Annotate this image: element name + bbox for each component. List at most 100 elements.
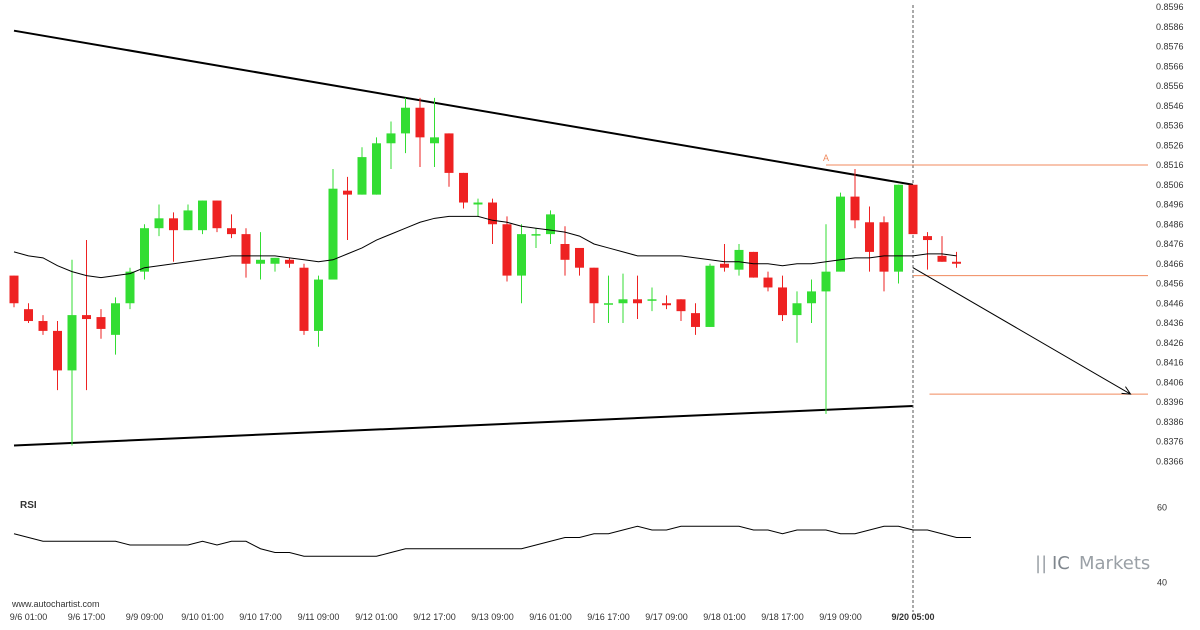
- candle-body: [357, 157, 367, 195]
- candle: [111, 297, 120, 355]
- time-tick-label: 9/11 09:00: [298, 612, 340, 622]
- candle: [430, 97, 439, 167]
- candle-body: [38, 321, 48, 331]
- forecast-arrow-head: [1121, 386, 1132, 395]
- price-tick-label: 0.8476: [1156, 239, 1184, 249]
- candle: [618, 273, 628, 323]
- candle-body: [227, 228, 236, 235]
- candle-body: [430, 137, 439, 144]
- candle: [589, 267, 599, 323]
- candle: [937, 236, 947, 262]
- price-tick-label: 0.8526: [1156, 140, 1184, 150]
- candle: [749, 251, 758, 278]
- price-tick-label: 0.8456: [1156, 279, 1184, 289]
- candle-body: [444, 133, 454, 173]
- candle: [299, 263, 309, 335]
- price-tick-label: 0.8416: [1156, 358, 1184, 368]
- time-axis: 9/6 01:00 9/6 17:00 9/9 09:00 9/10 01:00 9/1…: [10, 612, 935, 622]
- candles: [9, 97, 961, 446]
- rsi-title: RSI: [20, 500, 37, 511]
- candle: [140, 224, 149, 280]
- candle-body: [531, 234, 541, 236]
- price-tick-label: 0.8436: [1156, 318, 1184, 328]
- pattern-overlay: [13, 5, 914, 612]
- price-tick-label: 0.8496: [1156, 200, 1184, 210]
- candle-body: [285, 259, 294, 264]
- candle-body: [647, 299, 657, 301]
- candle-body: [589, 267, 599, 304]
- price-tick-label: 0.8426: [1156, 338, 1184, 348]
- price-axis: 0.8596 0.8586 0.8576 0.8566 0.8556 0.8546 0.85…: [1156, 2, 1184, 466]
- candle-body: [314, 279, 323, 331]
- watermark-logo-mark: ||: [1035, 553, 1047, 574]
- candle-body: [96, 317, 106, 329]
- time-tick-label: 9/10 17:00: [239, 612, 282, 622]
- candle-body: [212, 200, 222, 229]
- candle: [285, 257, 294, 268]
- candle-body: [24, 309, 33, 322]
- ma-line: [13, 215, 957, 279]
- candle: [647, 287, 657, 312]
- candle: [9, 275, 19, 308]
- candle-body: [836, 196, 845, 272]
- time-tick-label: 9/6 17:00: [68, 612, 106, 622]
- time-tick-label: 9/9 09:00: [126, 612, 164, 622]
- candle-body: [763, 277, 773, 288]
- price-tick-label: 0.8586: [1156, 22, 1184, 32]
- candle-body: [879, 222, 889, 272]
- forecast-arrow-shaft: [912, 267, 1131, 395]
- candle-body: [241, 234, 251, 264]
- time-tick-label: 9/19 09:00: [819, 612, 862, 622]
- time-tick-label: 9/6 01:00: [10, 612, 48, 622]
- candle: [560, 226, 570, 276]
- candle-body: [343, 190, 352, 195]
- candle-body: [53, 330, 62, 371]
- pattern-marker-label: A: [823, 153, 829, 163]
- candle-body: [546, 214, 555, 235]
- candle: [488, 198, 497, 244]
- time-tick-label: 9/13 09:00: [471, 612, 514, 622]
- watermark-brand-b: Markets: [1079, 553, 1150, 574]
- candle-body: [401, 107, 410, 134]
- candle: [372, 137, 381, 195]
- candle: [807, 279, 816, 323]
- candle: [401, 97, 410, 154]
- price-tick-label: 0.8596: [1156, 2, 1184, 12]
- candle: [517, 224, 526, 304]
- candle: [705, 263, 715, 327]
- candle-body: [618, 299, 628, 304]
- candle: [952, 251, 961, 268]
- time-tick-label: 9/12 01:00: [355, 612, 398, 622]
- candle-body: [140, 228, 149, 272]
- candle: [734, 244, 744, 276]
- candle: [546, 210, 555, 244]
- candle: [343, 176, 352, 241]
- candle-body: [459, 172, 468, 203]
- candle: [821, 224, 831, 414]
- candle: [444, 133, 454, 187]
- levels: A: [823, 153, 1148, 395]
- candle-body: [850, 196, 860, 221]
- candle-body: [328, 188, 338, 280]
- price-tick-label: 0.8376: [1156, 437, 1184, 447]
- price-tick-label: 0.8536: [1156, 121, 1184, 131]
- rsi-panel: RSI 60 40: [13, 500, 1167, 588]
- candle: [676, 299, 686, 322]
- candle-body: [633, 299, 642, 304]
- candle-body: [560, 244, 570, 260]
- candle: [270, 257, 280, 272]
- candle-body: [575, 247, 584, 268]
- candle: [836, 192, 845, 272]
- lower-trend-line: [13, 404, 914, 447]
- candle: [38, 315, 48, 335]
- time-tick-label: 9/18 17:00: [761, 612, 804, 622]
- candle-body: [372, 143, 381, 195]
- candle-body: [299, 267, 309, 331]
- candle: [575, 247, 584, 276]
- candle-body: [749, 251, 758, 278]
- price-tick-label: 0.8486: [1156, 219, 1184, 229]
- candle-body: [415, 107, 425, 138]
- candle-body: [125, 271, 135, 304]
- candle: [604, 275, 613, 323]
- time-tick-label: 9/10 01:00: [181, 612, 224, 622]
